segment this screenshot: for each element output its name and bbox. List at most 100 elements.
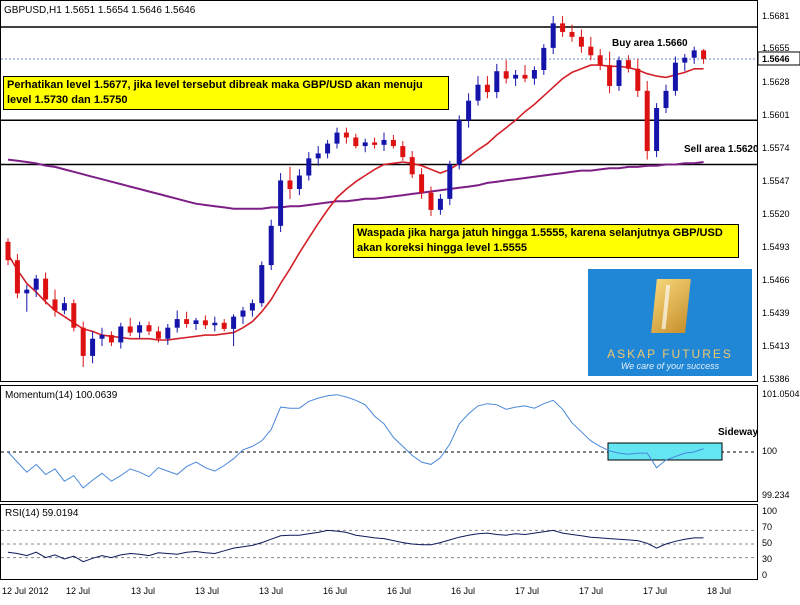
candle-body xyxy=(259,265,265,304)
current-price-label: 1.5646 xyxy=(762,54,790,64)
candle-body xyxy=(155,331,161,339)
momentum-tick: 99.234 xyxy=(762,490,790,500)
candle-body xyxy=(231,316,237,329)
candle-body xyxy=(14,260,20,294)
rsi-tick: 0 xyxy=(762,570,767,580)
time-tick: 17 Jul xyxy=(515,586,539,596)
askap-futures-logo: ASKAP FUTURES We care of your success xyxy=(588,269,752,376)
time-tick: 17 Jul xyxy=(579,586,603,596)
time-tick: 13 Jul xyxy=(195,586,219,596)
candle-body xyxy=(325,143,331,154)
momentum-axis: 101.0504 100 99.234 xyxy=(762,389,800,500)
price-tick: 1.5681 xyxy=(762,11,790,21)
price-tick: 1.5601 xyxy=(762,110,790,120)
candle-body xyxy=(127,326,133,333)
candle-body xyxy=(560,23,566,32)
momentum-header: Momentum(14) 100.0639 xyxy=(5,390,118,401)
candle-body xyxy=(212,322,218,326)
candle-body xyxy=(400,146,406,158)
annotation-top: Perhatikan level 1.5677, jika level ters… xyxy=(3,76,449,110)
rsi-pane-frame xyxy=(0,504,758,580)
price-tick: 1.5520 xyxy=(762,209,790,219)
rsi-axis: 100 70 50 30 0 xyxy=(762,506,777,580)
time-tick: 16 Jul xyxy=(387,586,411,596)
candle-body xyxy=(24,289,30,294)
candle-body xyxy=(616,60,622,86)
momentum-tick: 100 xyxy=(762,446,777,456)
candle-body xyxy=(588,46,594,56)
candle-body xyxy=(353,137,359,147)
price-tick: 1.5493 xyxy=(762,242,790,252)
price-tick: 1.5628 xyxy=(762,77,790,87)
time-tick: 13 Jul xyxy=(259,586,283,596)
current-price-box xyxy=(757,51,800,66)
candle-body xyxy=(43,278,49,300)
candle-body xyxy=(456,120,462,165)
candle-body xyxy=(118,326,124,343)
candle-body xyxy=(390,139,396,147)
candle-body xyxy=(437,198,443,210)
main-header: GBPUSD,H1 1.5651 1.5654 1.5646 1.5646 xyxy=(4,5,196,16)
time-tick: 16 Jul xyxy=(451,586,475,596)
candle-body xyxy=(475,84,481,101)
candle-body xyxy=(80,327,86,356)
price-tick: 1.5413 xyxy=(762,341,790,351)
candle-body xyxy=(71,303,77,328)
time-tick: 13 Jul xyxy=(131,586,155,596)
ma-slow-line xyxy=(7,158,704,210)
candle-body xyxy=(306,158,312,176)
price-tick: 1.5655 xyxy=(762,43,790,53)
rsi-tick: 100 xyxy=(762,506,777,516)
candle-body xyxy=(268,225,274,266)
candle-body xyxy=(663,90,669,109)
candle-body xyxy=(541,47,547,70)
time-tick: 17 Jul xyxy=(643,586,667,596)
candle-body xyxy=(691,50,697,58)
candle-body xyxy=(531,69,537,79)
candle-body xyxy=(193,320,199,325)
time-tick: 12 Jul 2012 xyxy=(2,586,49,596)
logo-name: ASKAP FUTURES xyxy=(607,347,733,361)
candle-body xyxy=(409,157,415,175)
candle-body xyxy=(146,325,152,332)
candle-body xyxy=(343,132,349,138)
candle-body xyxy=(484,84,490,93)
candle-body xyxy=(249,303,255,311)
candle-body xyxy=(362,142,368,147)
candle-body xyxy=(569,31,575,37)
candle-body xyxy=(625,60,631,69)
candle-body xyxy=(165,327,171,339)
candle-body xyxy=(287,180,293,190)
price-tick: 1.5466 xyxy=(762,275,790,285)
candle-body xyxy=(644,90,650,151)
candle-body xyxy=(5,241,11,261)
time-tick: 18 Jul xyxy=(707,586,731,596)
ma-fast-line xyxy=(7,64,704,341)
candle-body xyxy=(61,303,67,311)
candle-body xyxy=(315,153,321,159)
candle-body xyxy=(108,335,114,343)
candle-body xyxy=(513,74,519,79)
rsi-tick: 30 xyxy=(762,554,772,564)
price-tick: 1.5439 xyxy=(762,308,790,318)
candle-body xyxy=(522,74,528,79)
momentum-line xyxy=(7,394,704,489)
rsi-tick: 50 xyxy=(762,538,772,548)
candle-body xyxy=(137,325,143,333)
logo-icon xyxy=(651,279,691,333)
candle-body xyxy=(654,108,660,151)
rsi-line xyxy=(7,529,704,563)
candle-body xyxy=(550,23,556,48)
candle-body xyxy=(52,299,58,311)
time-tick: 16 Jul xyxy=(323,586,347,596)
candle-body xyxy=(428,192,434,210)
candle-body xyxy=(466,100,472,121)
rsi-header: RSI(14) 59.0194 xyxy=(5,508,79,519)
candle-body xyxy=(682,57,688,63)
candle-body xyxy=(701,50,707,59)
candle-body xyxy=(503,71,509,79)
candle-body xyxy=(202,320,208,326)
momentum-tick: 101.0504 xyxy=(762,389,800,399)
